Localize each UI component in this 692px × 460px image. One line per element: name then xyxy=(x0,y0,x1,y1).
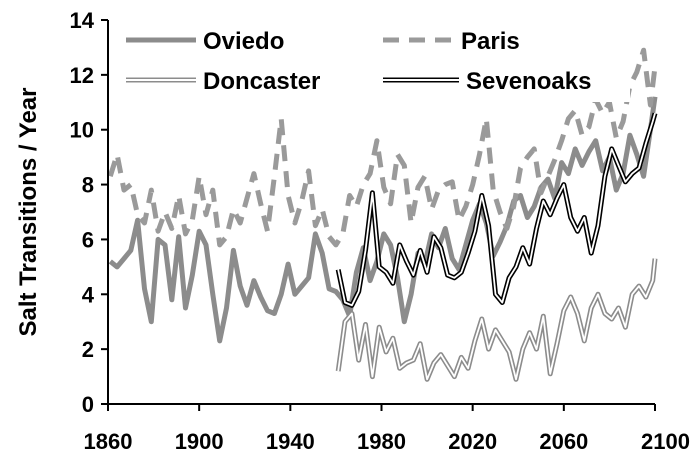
legend-label-doncaster: Doncaster xyxy=(203,68,320,95)
x-tick-label: 2020 xyxy=(448,429,497,454)
series-line-oviedo xyxy=(108,96,658,344)
y-tick-label: 4 xyxy=(82,282,95,307)
y-tick-label: 2 xyxy=(82,337,94,362)
legend-label-oviedo: Oviedo xyxy=(203,28,284,55)
x-tick-label: 1860 xyxy=(84,429,133,454)
x-tick-label: 1980 xyxy=(357,429,406,454)
x-tick-label: 2060 xyxy=(539,429,588,454)
y-tick-label: 10 xyxy=(70,118,94,143)
x-tick-label: 1940 xyxy=(266,429,315,454)
series-line-paris xyxy=(107,47,658,248)
plot-area xyxy=(107,47,658,382)
legend-background xyxy=(120,22,630,102)
y-ticks: 0 2 4 6 8 10 12 14 xyxy=(70,8,108,417)
series-line-doncaster-inner xyxy=(337,258,656,381)
y-tick-label: 0 xyxy=(82,392,94,417)
y-tick-label: 8 xyxy=(82,173,94,198)
legend: Oviedo Paris Doncaster Sevenoaks xyxy=(120,22,630,102)
y-tick-label: 14 xyxy=(70,8,95,33)
y-tick-label: 6 xyxy=(82,227,94,252)
series-line-doncaster xyxy=(335,258,658,382)
legend-label-paris: Paris xyxy=(461,28,520,55)
series-line-sevenoaks-inner xyxy=(337,113,656,307)
y-axis-label: Salt Transitions / Year xyxy=(15,88,42,337)
x-tick-label: 1900 xyxy=(175,429,224,454)
y-tick-label: 12 xyxy=(70,63,94,88)
x-tick-label: 2100 xyxy=(641,429,690,454)
x-ticks: 1860 1900 1940 1980 2020 2060 2100 xyxy=(84,404,690,454)
legend-label-sevenoaks: Sevenoaks xyxy=(466,68,591,95)
